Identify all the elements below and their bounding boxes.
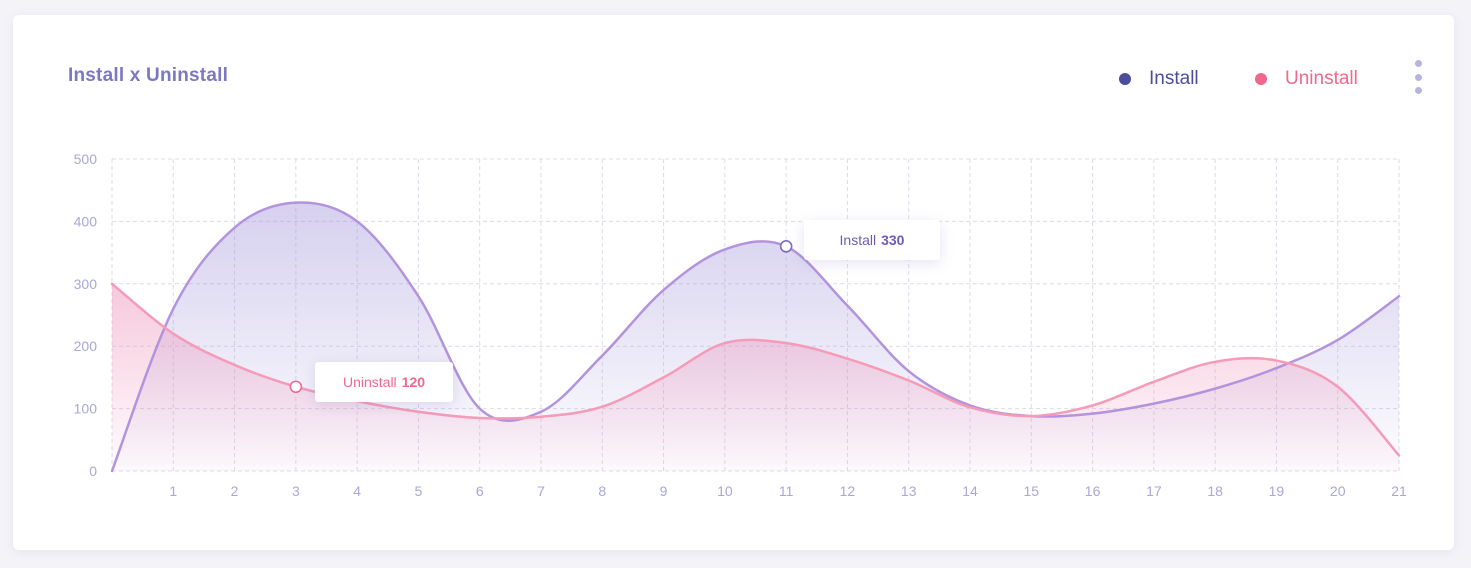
highlight-point-install[interactable] [779,240,793,253]
x-tick-label: 14 [962,483,978,499]
area-fills [112,202,1399,472]
x-tick-label: 6 [476,483,484,499]
x-tick-label: 10 [717,483,733,499]
x-tick-label: 20 [1330,483,1346,499]
legend-item-install[interactable]: Install [1119,67,1199,91]
legend-label-install: Install [1149,68,1199,89]
y-tick-label: 500 [74,151,98,167]
series-line-install[interactable] [110,201,1401,473]
y-tick-label: 300 [74,276,98,292]
y-tick-label: 400 [74,213,98,229]
tooltip-install: Install 330 [804,220,940,260]
x-tick-label: 8 [598,483,606,499]
tooltip-uninstall-value: 120 [401,374,426,390]
y-tick-label: 0 [89,463,97,479]
x-tick-label: 3 [292,483,300,499]
chart-title: Install x Uninstall [68,65,229,86]
highlight-point-uninstall[interactable] [289,380,303,394]
x-tick-label: 1 [169,483,177,499]
y-tick-label: 200 [74,338,98,354]
kebab-dot [1414,87,1422,94]
legend-dot-install [1119,73,1131,85]
kebab-dot [1414,60,1422,67]
tooltip-uninstall: Uninstall 120 [315,362,453,402]
x-tick-label: 18 [1207,483,1223,499]
x-tick-label: 2 [231,483,239,499]
tooltip-install-value: 330 [881,232,905,248]
x-tick-label: 11 [779,483,794,499]
x-tick-label: 7 [537,483,545,499]
tooltip-install-label: Install [839,232,877,248]
kebab-dot [1414,73,1422,81]
highlight-points [289,240,793,394]
x-tick-label: 15 [1023,483,1039,499]
legend-item-uninstall[interactable]: Uninstall [1255,67,1358,91]
tooltip-uninstall-label: Uninstall [342,374,397,390]
x-tick-label: 19 [1269,483,1285,499]
x-tick-label: 21 [1391,483,1407,499]
more-vertical-icon[interactable] [1409,60,1427,94]
x-tick-label: 17 [1146,483,1162,499]
x-tick-label: 16 [1085,483,1101,499]
x-tick-label: 4 [353,483,361,499]
x-tick-label: 5 [415,483,423,499]
chart-card: Install x Uninstall Install Uninstall 0 1… [13,15,1454,550]
x-tick-label: 13 [901,483,917,499]
x-tick-label: 12 [840,483,856,499]
legend-dot-uninstall [1255,73,1267,85]
area-fill-uninstall [112,283,1399,471]
x-tick-label: 9 [660,483,668,499]
legend-label-uninstall: Uninstall [1285,68,1358,89]
area-fill-install [112,202,1399,472]
y-tick-label: 100 [74,401,98,417]
